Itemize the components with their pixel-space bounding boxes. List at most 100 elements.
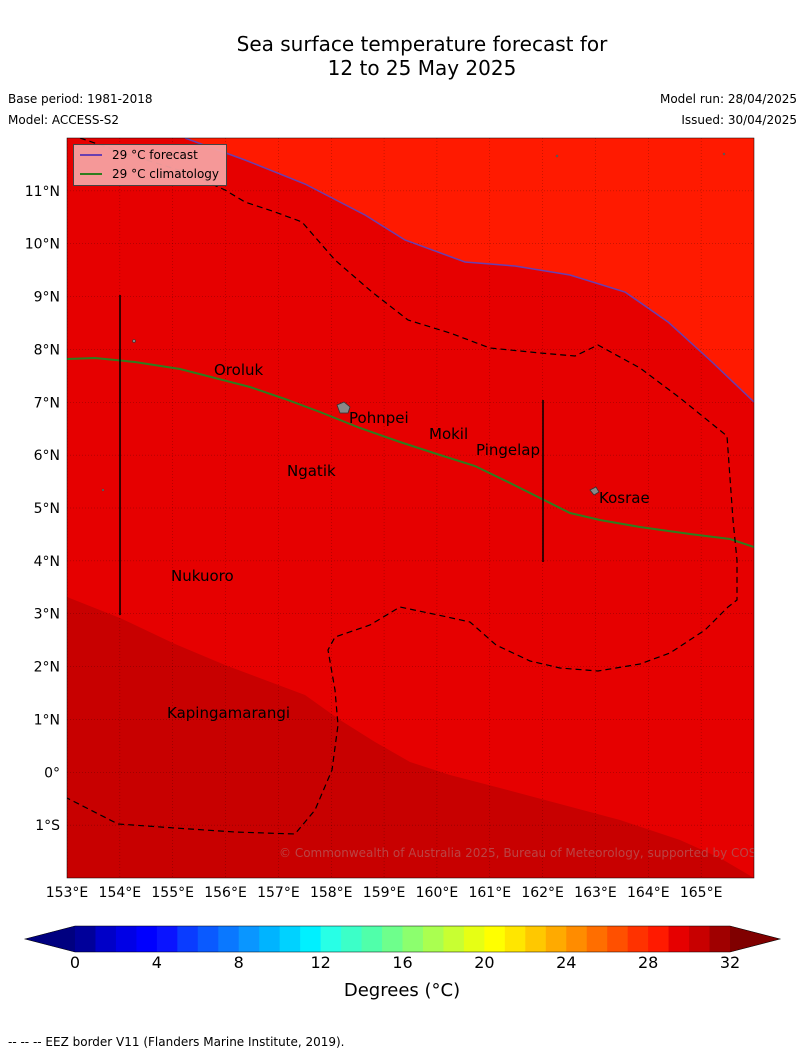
colorbar-segment [320,926,342,952]
colorbar-segment [341,926,363,952]
latitude-label: 0° [44,765,60,781]
colorbar-over-arrow [730,926,780,952]
latitude-label: 9°N [34,290,60,306]
latitude-label: 7°N [34,395,60,411]
longitude-label: 164°E [627,885,670,901]
longitude-label: 160°E [416,885,459,901]
latitude-label: 11°N [25,184,60,200]
colorbar-segment [197,926,219,952]
latitude-label: 3°N [34,607,60,623]
islet-icon [101,488,105,492]
legend-label-climatology: 29 °C climatology [112,167,220,181]
colorbar-tick-label: 20 [474,953,494,972]
colorbar-tick-label: 4 [152,953,162,972]
place-label-mokil: Mokil [429,425,468,443]
longitude-label: 161°E [468,885,511,901]
climatology-contour [67,356,754,548]
longitude-label: 157°E [257,885,300,901]
colorbar-tick-label: 16 [392,953,412,972]
colorbar-segment [525,926,547,952]
base-period: Base period: 1981-2018 [8,92,153,106]
colorbar-tick-label: 12 [310,953,330,972]
forecast-swatch [80,154,102,156]
longitude-labels: 153°E 154°E 155°E 156°E 157°E 158°E 159°E 160°E… [46,885,723,901]
copyright-text: © Commonwealth of Australia 2025, Bureau… [279,846,784,860]
colorbar-segment [586,926,608,952]
longitude-label: 155°E [151,885,194,901]
islet-icon [555,154,559,158]
longitude-label: 165°E [680,885,723,901]
map-frame [66,137,755,879]
legend-item-forecast: 29 °C forecast [80,147,198,163]
colorbar-tick-labels: 0 4 8 12 16 20 24 28 32 [70,953,740,972]
longitude-label: 153°E [46,885,89,901]
place-label-kapingamarangi: Kapingamarangi [167,704,290,722]
latitude-label: 8°N [34,342,60,358]
place-label-oroluk: Oroluk [214,361,263,379]
colorbar-tick-label: 0 [70,953,80,972]
colorbar-tick-label: 24 [556,953,576,972]
longitude-label: 156°E [204,885,247,901]
longitude-label: 159°E [363,885,406,901]
place-label-ngatik: Ngatik [287,462,336,480]
colorbar [23,925,782,953]
colorbar-label: Degrees (°C) [343,980,461,1001]
colorbar-segment [402,926,424,952]
model-run: Model run: 28/04/2025 [659,92,797,106]
colorbar-segment [238,926,260,952]
chart-title: Sea surface temperature forecast for 12 … [0,32,804,80]
place-label-pohnpei: Pohnpei [349,409,409,427]
colorbar-segment [156,926,178,952]
colorbar-tick-label: 32 [720,953,740,972]
colorbar-tick-label: 8 [234,953,244,972]
colorbar-segment [218,926,240,952]
place-label-pingelap: Pingelap [476,441,540,459]
latitude-label: 10°N [25,237,60,253]
latitude-label: 5°N [34,501,60,517]
climatology-swatch [80,173,102,175]
longitude-label: 163°E [574,885,617,901]
colorbar-segment [259,926,281,952]
latitude-label: 6°N [34,448,60,464]
longitude-label: 158°E [310,885,353,901]
islet-icon [722,152,726,156]
colorbar-under-arrow [25,926,75,952]
pohnpei-island-icon [336,401,351,414]
islet-icon [132,339,136,343]
colorbar-segment [668,926,690,952]
colorbar-outline [23,925,782,953]
colorbar-segment [382,926,403,952]
latitude-labels: 11°N 10°N 9°N 8°N 7°N 6°N 5°N 4°N 3°N 2°N 1°N 0° 1°S [25,184,60,834]
latitude-label: 4°N [34,554,60,570]
colorbar-tick-label: 28 [638,953,658,972]
colorbar-segment [95,926,117,952]
colorbar-segment [361,926,383,952]
longitude-label: 162°E [521,885,564,901]
colorbar-segment [115,926,137,952]
forecast-contour [184,138,754,403]
footnote: -- -- -- EEZ border V11 (Flanders Marine… [8,1035,345,1049]
latitude-label: 1°S [35,818,60,834]
issued-date: Issued: 30/04/2025 [681,113,797,127]
colorbar-segment [75,926,96,952]
colorbar-segment [648,926,670,952]
title-line-1: Sea surface temperature forecast for [236,32,608,56]
colorbar-segment [709,926,731,952]
eez-borders [67,138,738,835]
colorbar-segment [279,926,301,952]
kosrae-island-icon [589,486,600,496]
colorbar-segment [422,926,444,952]
colorbar-segment [545,926,567,952]
legend: 29 °C forecast 29 °C climatology [73,144,227,186]
colorbar-segment [566,926,588,952]
latitude-label: 2°N [34,660,60,676]
colorbar-segment [136,926,158,952]
colorbar-segment [504,926,526,952]
colorbar-segment [689,926,711,952]
colorbar-segment [607,926,629,952]
longitude-label: 154°E [99,885,142,901]
model-name: Model: ACCESS-S2 [8,113,120,127]
colorbar-segment [300,926,322,952]
colorbar-segment [484,926,506,952]
